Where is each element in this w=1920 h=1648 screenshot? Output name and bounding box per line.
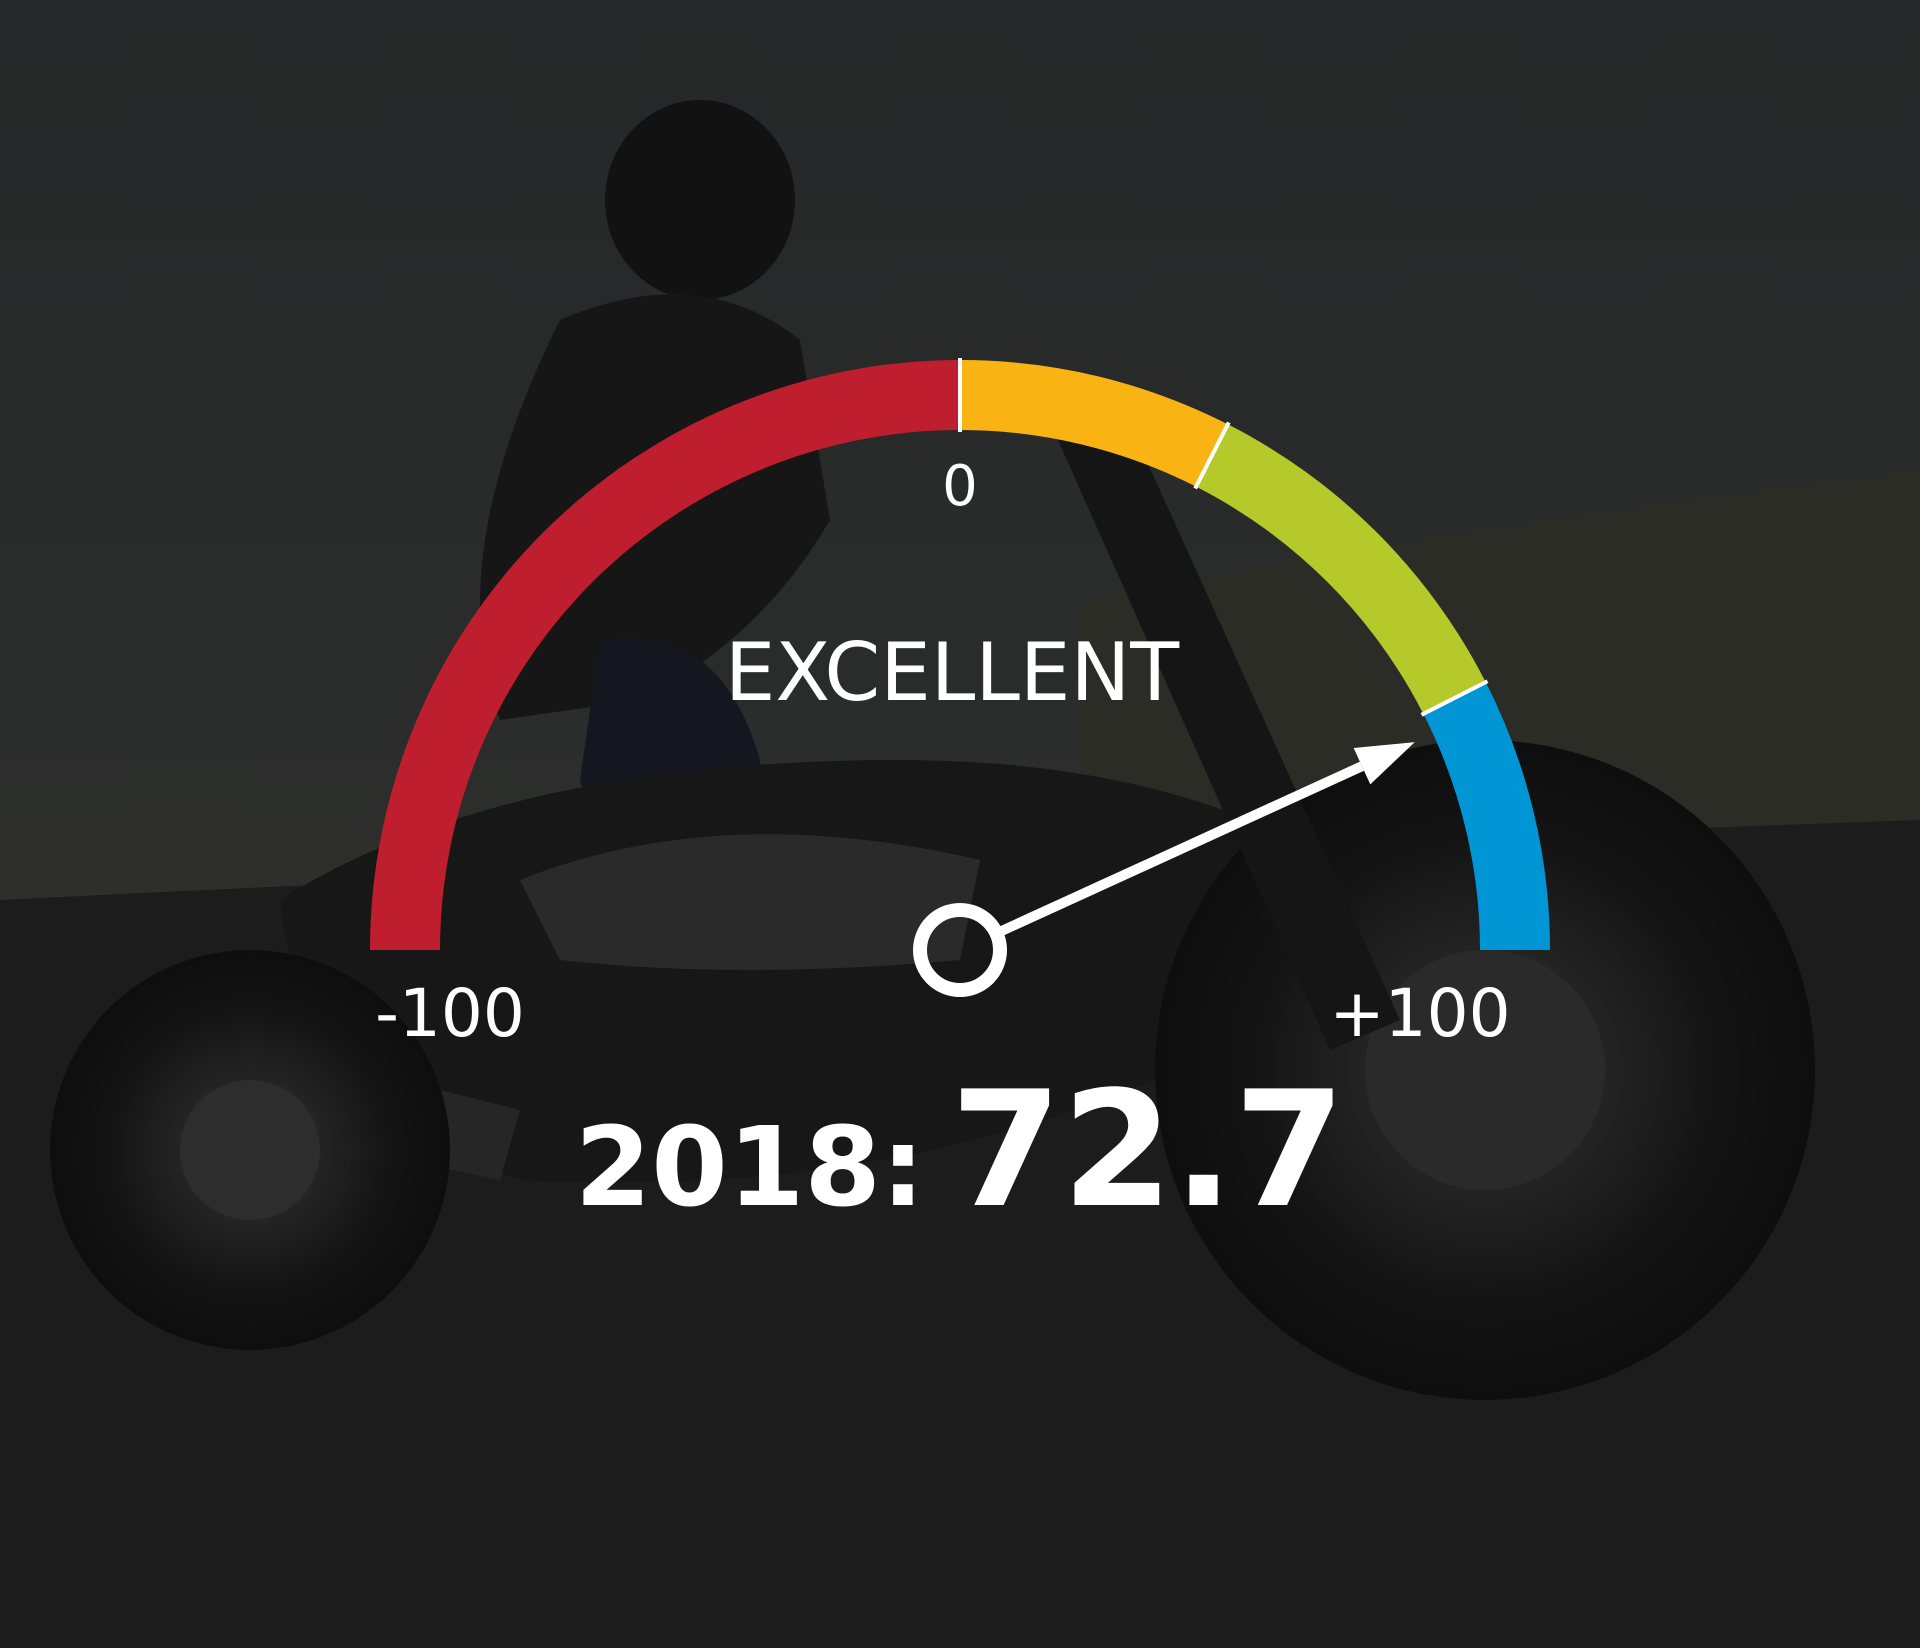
gauge: 0 EXCELLENT -100 +100 2018: 72.7 <box>370 358 1550 1243</box>
tick-label-zero: 0 <box>942 454 978 519</box>
band-separators <box>958 358 1489 717</box>
needle-hub <box>913 903 1007 997</box>
tick-label-min: -100 <box>375 975 525 1052</box>
needle-arrowhead <box>1353 742 1415 785</box>
score-value: 72.7 <box>950 1056 1345 1243</box>
band-separator-3 <box>1420 679 1489 717</box>
needle-shaft <box>999 761 1365 936</box>
gauge-band-1 <box>370 360 960 950</box>
gauge-needle <box>913 742 1415 997</box>
gauge-band-2 <box>960 360 1228 487</box>
tick-label-max: +100 <box>1329 975 1510 1052</box>
band-separator-2 <box>1193 421 1231 490</box>
gauge-bands <box>370 360 1550 950</box>
gauge-band-4 <box>1423 682 1550 950</box>
rating-label: EXCELLENT <box>725 626 1180 719</box>
year-label: 2018: <box>575 1103 925 1231</box>
gauge-band-3 <box>1196 424 1486 714</box>
score-readout: 2018: 72.7 <box>575 1056 1346 1243</box>
